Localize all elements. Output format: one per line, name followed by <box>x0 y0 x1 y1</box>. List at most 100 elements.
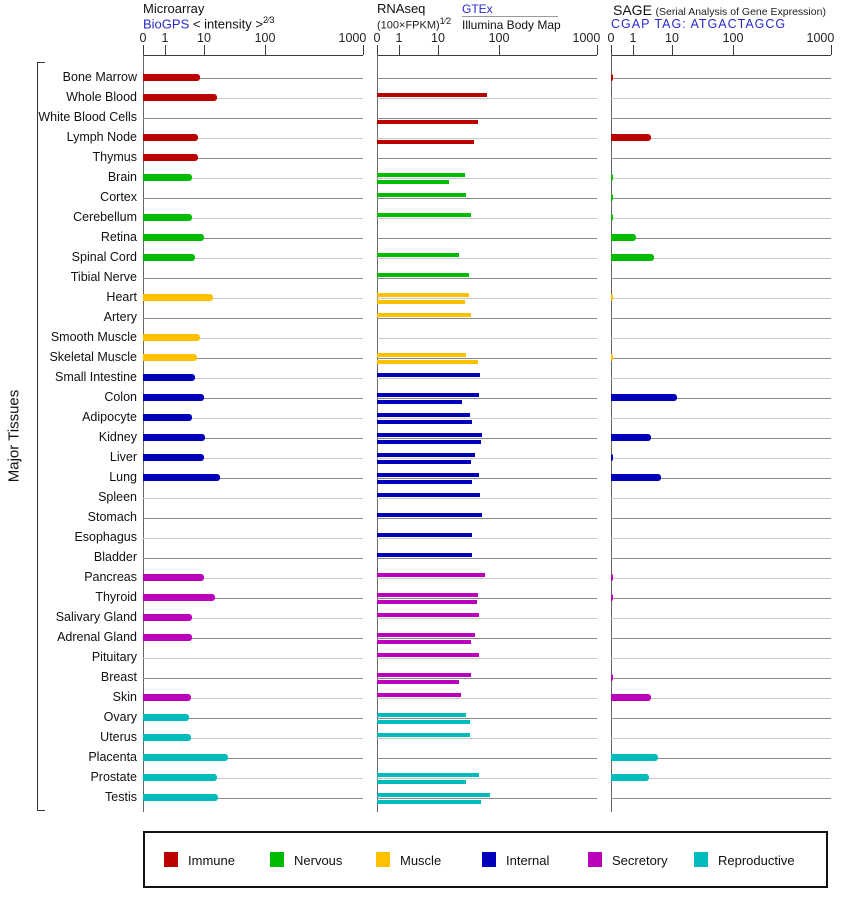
cgap-link[interactable]: CGAP <box>611 17 651 31</box>
axis-tick-label: 0 <box>139 31 147 45</box>
tissue-label: Adrenal Gland <box>57 630 137 644</box>
axis-tick <box>499 45 500 55</box>
row-line <box>143 498 363 499</box>
tissue-bracket-bottom-cap <box>37 810 45 811</box>
row-line <box>611 218 831 219</box>
legend-label-muscle: Muscle <box>400 853 442 868</box>
bar-sage <box>611 574 614 581</box>
row-line <box>611 78 831 79</box>
row-line <box>377 678 597 679</box>
sage-subtitle: CGAP TAG: ATGACTAGCG <box>611 17 786 31</box>
tissue-label: Placenta <box>88 750 137 764</box>
bar-rnaseq-gtex <box>377 573 485 577</box>
row-line <box>143 178 363 179</box>
legend-label-nervous: Nervous <box>294 853 343 868</box>
row-line <box>377 498 597 499</box>
bar-rnaseq-gtex <box>377 553 473 557</box>
bar-rnaseq-illumina <box>377 140 474 144</box>
row-line <box>377 78 597 79</box>
biogps-link[interactable]: BioGPS <box>143 16 190 32</box>
row-line <box>377 438 597 439</box>
row-line <box>377 178 597 179</box>
bar-microarray <box>143 174 193 181</box>
axis-tick <box>377 45 378 55</box>
row-line <box>143 518 363 519</box>
row-line <box>377 738 597 739</box>
tissue-label: Kidney <box>98 430 137 444</box>
row-line <box>611 178 831 179</box>
bar-sage <box>611 134 652 141</box>
axis-tick-label: 1000 <box>572 31 601 45</box>
bar-rnaseq-illumina <box>377 440 481 444</box>
bar-rnaseq-illumina <box>377 360 479 364</box>
axis-tick <box>611 45 612 55</box>
row-line <box>143 698 363 699</box>
bar-microarray <box>143 794 219 801</box>
bar-rnaseq-gtex <box>377 693 462 697</box>
bar-rnaseq-gtex <box>377 673 471 677</box>
bar-sage <box>611 194 614 201</box>
tissue-bracket <box>37 62 38 810</box>
row-line <box>143 98 363 99</box>
tissue-label: Smooth Muscle <box>50 330 137 344</box>
bar-microarray <box>143 754 229 761</box>
row-line <box>143 618 363 619</box>
row-line <box>143 458 363 459</box>
legend-swatch-nervous <box>270 852 284 867</box>
bar-sage <box>611 774 649 781</box>
sage-title-note: (Serial Analysis of Gene Expression) <box>655 6 826 18</box>
row-line <box>143 558 363 559</box>
tissue-label: White Blood Cells <box>38 110 137 124</box>
intensity-scale-exponent: 2⁄3 <box>262 15 275 25</box>
row-line <box>377 158 597 159</box>
row-line <box>377 458 597 459</box>
bar-sage <box>611 694 652 701</box>
bar-rnaseq-gtex <box>377 373 480 377</box>
bar-microarray <box>143 214 193 221</box>
bar-rnaseq-gtex <box>377 193 467 197</box>
tissue-label: Adipocyte <box>82 410 137 424</box>
bar-sage <box>611 74 614 81</box>
row-line <box>611 618 831 619</box>
row-line <box>611 198 831 199</box>
axis-tick <box>831 45 832 55</box>
sage-tag: TAG: ATGACTAGCG <box>654 17 787 31</box>
row-line <box>377 298 597 299</box>
row-line <box>377 238 597 239</box>
bar-rnaseq-illumina <box>377 640 471 644</box>
bar-rnaseq-gtex <box>377 613 479 617</box>
tissue-label: Brain <box>107 170 137 184</box>
bar-sage <box>611 234 637 241</box>
bar-microarray <box>143 774 218 781</box>
tissue-label: Skeletal Muscle <box>49 350 137 364</box>
row-line <box>611 698 831 699</box>
row-line <box>611 498 831 499</box>
gtex-link[interactable]: GTEx <box>462 2 493 16</box>
bar-microarray <box>143 74 201 81</box>
axis-tick-label: 10 <box>197 31 211 45</box>
bar-microarray <box>143 134 199 141</box>
row-line <box>611 118 831 119</box>
row-line <box>377 538 597 539</box>
row-line <box>611 458 831 459</box>
row-line <box>143 258 363 259</box>
bar-microarray <box>143 714 190 721</box>
axis-tick-label: 100 <box>488 31 510 45</box>
bar-rnaseq-gtex <box>377 593 478 597</box>
row-line <box>611 738 831 739</box>
row-line <box>143 198 363 199</box>
axis-tick-label: 1 <box>161 31 169 45</box>
tissue-label: Whole Blood <box>66 90 137 104</box>
axis-line <box>611 55 831 56</box>
axis-tick <box>363 45 364 55</box>
tissue-label: Salivary Gland <box>55 610 137 624</box>
bar-rnaseq-gtex <box>377 473 480 477</box>
row-line <box>611 158 831 159</box>
row-line <box>377 418 597 419</box>
row-line <box>377 578 597 579</box>
tissue-label: Cerebellum <box>73 210 137 224</box>
tissue-label: Lymph Node <box>66 130 137 144</box>
bar-microarray <box>143 434 206 441</box>
row-line <box>143 358 363 359</box>
